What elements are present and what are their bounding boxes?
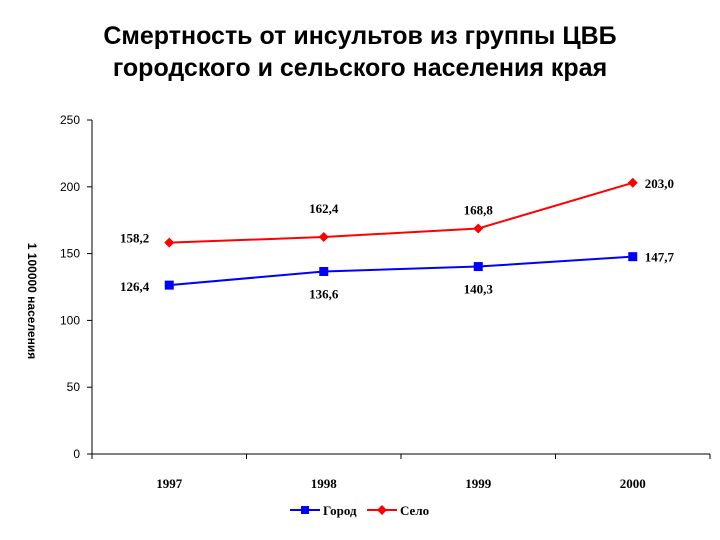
- series-line-Село: [169, 181, 634, 244]
- legend-marker: [377, 505, 387, 515]
- data-point-marker: [628, 252, 638, 262]
- data-point-marker: [164, 280, 174, 290]
- data-point-marker: [164, 237, 175, 248]
- data-label: 147,7: [645, 250, 675, 265]
- y-tick-label: 250: [60, 113, 80, 127]
- chart-title-line-2: городского и сельского населения края: [112, 54, 608, 82]
- data-label: 168,8: [464, 202, 494, 217]
- y-tick-label: 200: [60, 180, 80, 194]
- y-tick-label: 0: [73, 447, 80, 461]
- x-tick-label: 2000: [620, 476, 646, 491]
- y-axis-title: 1 100000 населения: [25, 243, 39, 359]
- y-tick-label: 100: [60, 313, 80, 327]
- y-tick-label: 50: [67, 380, 81, 394]
- data-label: 126,4: [120, 279, 150, 294]
- axes: 1 100000 населения: [25, 120, 710, 455]
- x-tick-label: 1998: [311, 476, 338, 491]
- y-axis-ticks: 0 50 100 150 200 250: [60, 113, 92, 461]
- data-label: 162,4: [309, 201, 339, 216]
- data-point-marker: [318, 232, 329, 243]
- legend: Город Село: [290, 503, 429, 518]
- chart-title-line-1: Смертность от инсультов из группы ЦВБ: [103, 22, 617, 50]
- legend-label: Село: [400, 503, 429, 518]
- data-label: 136,6: [309, 287, 339, 302]
- chart-title: Смертность от инсультов из группы ЦВБ го…: [0, 20, 720, 84]
- data-label: 203,0: [645, 176, 674, 191]
- x-axis-ticks: 1997 1998 1999 2000: [91, 454, 711, 491]
- x-tick-label: 1997: [156, 476, 183, 491]
- data-point-marker: [319, 267, 329, 277]
- legend-marker: [301, 506, 309, 514]
- legend-label: Город: [323, 503, 357, 518]
- data-point-marker: [473, 262, 483, 272]
- data-point-marker: [473, 223, 484, 234]
- series-line-Город: [169, 255, 633, 287]
- data-point-marker: [627, 177, 638, 188]
- series-group: 126,4 136,6 140,3 147,7 158,2 162,4 168,8 203,0: [120, 176, 675, 302]
- x-tick-label: 1999: [465, 476, 492, 491]
- y-tick-label: 150: [60, 247, 80, 261]
- data-label: 158,2: [120, 231, 149, 246]
- data-label: 140,3: [464, 282, 494, 297]
